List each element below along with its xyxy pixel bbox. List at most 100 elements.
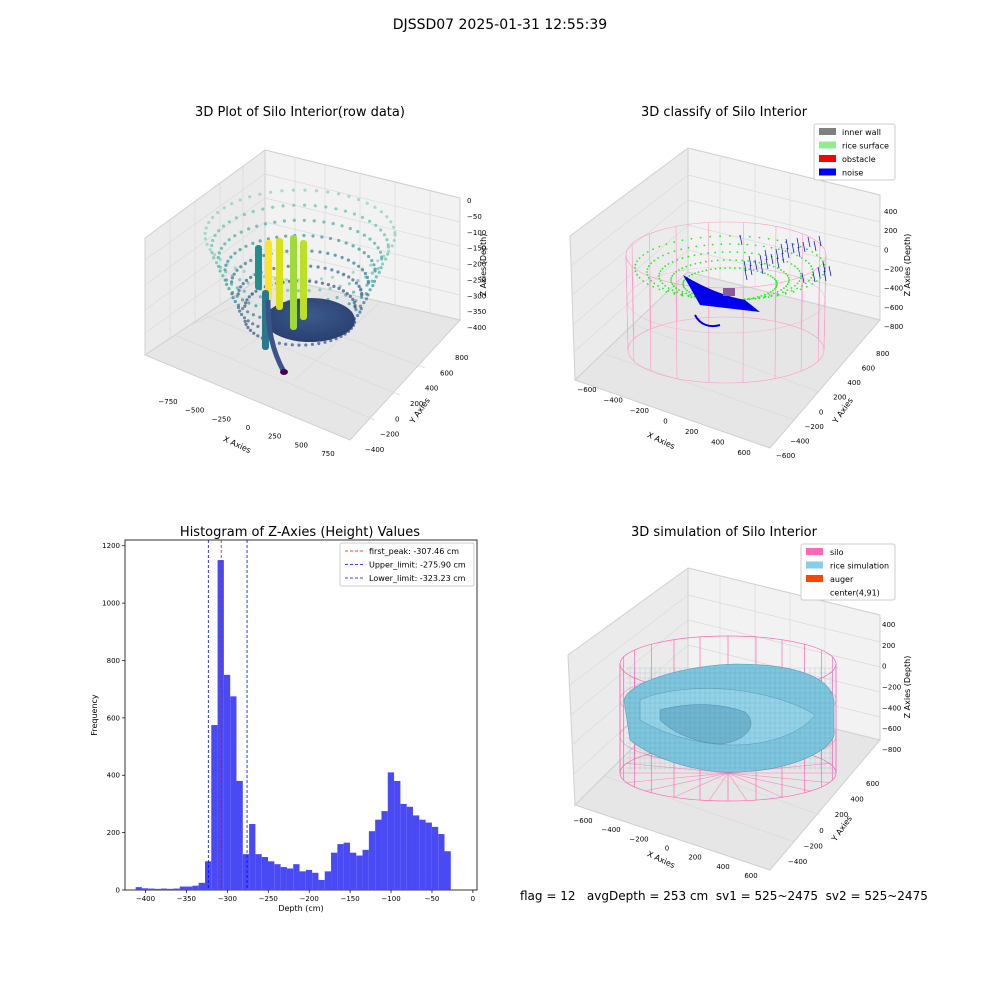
rice-surface-point — [634, 270, 637, 273]
noise-point — [770, 253, 774, 265]
raw-point — [357, 284, 361, 288]
rice-surface-point — [694, 272, 696, 275]
rice-surface-point — [776, 292, 779, 295]
raw-point — [302, 218, 306, 222]
raw-point — [319, 277, 323, 281]
hist-xtick-label: −350 — [177, 895, 196, 903]
hist-bar — [343, 842, 350, 890]
rice-surface-point — [673, 285, 675, 288]
raw-point — [310, 249, 314, 253]
rice-surface-point — [785, 285, 787, 288]
raw-point — [281, 204, 285, 208]
panel4-ytick-label: 0 — [819, 827, 823, 835]
rice-surface-point — [658, 288, 661, 291]
rice-surface-point — [758, 253, 760, 256]
hist-bar — [192, 885, 199, 890]
rice-surface-point — [670, 281, 673, 283]
rice-surface-point — [746, 298, 749, 301]
rice-surface-point — [729, 251, 731, 253]
raw-point — [323, 340, 327, 344]
rice-surface-point — [783, 271, 785, 273]
panel2-ztick-label: −800 — [884, 323, 903, 331]
rice-surface-point — [792, 243, 795, 246]
rice-surface-point — [770, 246, 773, 249]
rice-surface-point — [642, 254, 645, 256]
legend-label: inner wall — [842, 128, 881, 137]
raw-point — [352, 300, 356, 305]
rice-surface-point — [738, 267, 741, 270]
raw-point — [233, 234, 237, 238]
rice-surface-point — [703, 244, 706, 247]
raw-point — [230, 280, 234, 284]
raw-point — [337, 192, 341, 196]
rice-surface-point — [775, 281, 778, 284]
panel1-ztick-label: −300 — [467, 292, 486, 300]
panel1-zlabel: Z Axies (Depth) — [479, 234, 488, 297]
rice-surface-point — [751, 252, 753, 255]
panel2-ytick-label: −200 — [805, 423, 824, 431]
silo-floor-spoke — [626, 772, 729, 783]
inner-wall-line — [774, 283, 777, 379]
hist-bar — [242, 854, 250, 890]
raw-point — [242, 269, 246, 273]
hist-bar — [331, 852, 338, 890]
hist-xtick-label: −50 — [425, 895, 440, 903]
panel4-ztick-label: −800 — [882, 746, 901, 754]
raw-point — [217, 251, 221, 255]
raw-point — [334, 207, 338, 211]
rice-surface-point — [784, 293, 787, 295]
noise-point — [743, 260, 747, 272]
rice-surface-point — [756, 270, 759, 272]
panel2-ztick-label: 400 — [884, 208, 897, 216]
raw-point — [239, 285, 243, 289]
status-footer: flag = 12 avgDepth = 253 cm sv1 = 525~24… — [520, 889, 928, 903]
raw-point — [326, 251, 330, 255]
raw-point — [368, 288, 372, 292]
raw-point — [376, 267, 380, 271]
rice-surface-point — [799, 245, 802, 248]
rice-surface-point — [647, 265, 650, 268]
legend-label: silo — [830, 548, 844, 557]
rice-surface-point — [710, 260, 713, 262]
noise-point — [785, 238, 789, 250]
inner-wall-line — [800, 276, 803, 372]
raw-point — [275, 235, 279, 239]
legend-swatch — [806, 548, 823, 555]
raw-point — [213, 233, 217, 238]
raw-point — [244, 244, 248, 248]
raw-point — [389, 220, 393, 224]
rice-surface-point — [780, 289, 782, 291]
hist-bar — [173, 888, 180, 890]
raw-point — [203, 231, 207, 235]
rice-surface-point — [811, 268, 814, 270]
raw-point — [370, 271, 374, 275]
raw-point — [308, 279, 312, 283]
raw-point — [230, 202, 234, 206]
noise-point — [801, 272, 805, 284]
panel2-xtick-label: 400 — [711, 439, 724, 447]
rice-surface-point — [787, 281, 790, 283]
raw-point — [390, 244, 394, 248]
raw-point — [277, 341, 281, 345]
rice-surface-point — [775, 286, 777, 289]
legend-label: first_peak: -307.46 cm — [369, 547, 459, 556]
obstacle-marker — [723, 288, 735, 296]
raw-point — [367, 254, 371, 259]
raw-point — [233, 266, 237, 270]
rice-surface-point — [790, 252, 793, 255]
rice-surface-point — [657, 257, 659, 259]
rice-surface-point — [751, 297, 753, 300]
raw-point — [296, 289, 301, 293]
rice-surface-point — [705, 269, 708, 271]
rice-surface-point — [661, 282, 664, 285]
rice-surface-point — [768, 294, 771, 296]
rice-surface-point — [776, 294, 779, 297]
rice-surface-point — [682, 284, 685, 287]
raw-point — [344, 241, 348, 245]
raw-point — [262, 253, 266, 258]
rice-surface-point — [701, 270, 704, 272]
raw-point — [256, 334, 260, 338]
rice-surface-point — [734, 267, 736, 269]
panel1-title: 3D Plot of Silo Interior(row data) — [195, 105, 405, 120]
raw-point — [266, 237, 270, 241]
